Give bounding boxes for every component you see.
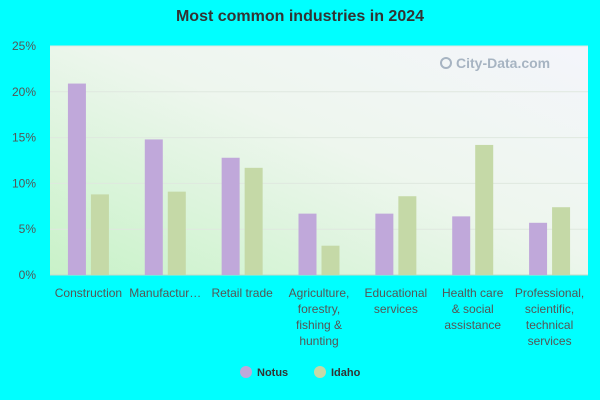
- x-tick-label: Professional, scientific, technical service…: [515, 286, 584, 348]
- y-tick-label: 5%: [19, 222, 37, 236]
- legend-label-notus: Notus: [257, 367, 288, 379]
- bar-notus-1: [67, 83, 86, 275]
- x-tick-label: Manufactur…: [129, 286, 201, 300]
- grid-lines: [50, 45, 588, 276]
- y-tick-label: 25%: [12, 39, 36, 53]
- legend-label-idaho: Idaho: [331, 367, 361, 379]
- watermark: City-Data.com: [440, 55, 550, 71]
- bar-notus-2: [144, 139, 163, 275]
- plot-area: [50, 46, 588, 275]
- legend: Notus Idaho: [240, 366, 361, 379]
- y-tick-label: 10%: [12, 176, 36, 190]
- bar-idaho-7: [552, 207, 571, 275]
- watermark-search-icon: [440, 57, 452, 69]
- bar-idaho-5: [398, 196, 417, 275]
- x-tick-label: Retail trade: [211, 286, 273, 300]
- bar-idaho-3: [244, 167, 263, 275]
- watermark-text: City-Data.com: [456, 55, 550, 71]
- chart-title: Most common industries in 2024: [175, 8, 425, 25]
- x-tick-label: Health care & social assistance: [442, 286, 504, 332]
- bar-idaho-4: [321, 245, 340, 275]
- bar-idaho-2: [167, 191, 186, 275]
- x-axis: Construction Manufactur… Retail trade Agric…: [55, 286, 585, 348]
- x-tick-label: Construction: [55, 286, 122, 300]
- bars: [67, 83, 571, 275]
- bar-idaho-6: [475, 144, 494, 275]
- bar-notus-3: [221, 157, 240, 275]
- legend-swatch-notus: [240, 366, 252, 378]
- y-tick-label: 0%: [19, 268, 37, 282]
- x-tick-label: Educational services: [364, 286, 427, 316]
- bar-notus-7: [529, 222, 548, 275]
- y-tick-label: 15%: [12, 131, 36, 145]
- bar-idaho-1: [90, 194, 109, 275]
- bar-notus-5: [375, 213, 394, 275]
- y-tick-label: 20%: [12, 85, 36, 99]
- y-axis: 0% 5% 10% 15% 20% 25%: [12, 39, 36, 282]
- bar-notus-4: [298, 213, 317, 275]
- legend-swatch-idaho: [314, 366, 326, 378]
- bar-notus-6: [452, 216, 471, 275]
- x-tick-label: Agriculture, forestry, fishing & hunting: [289, 286, 350, 348]
